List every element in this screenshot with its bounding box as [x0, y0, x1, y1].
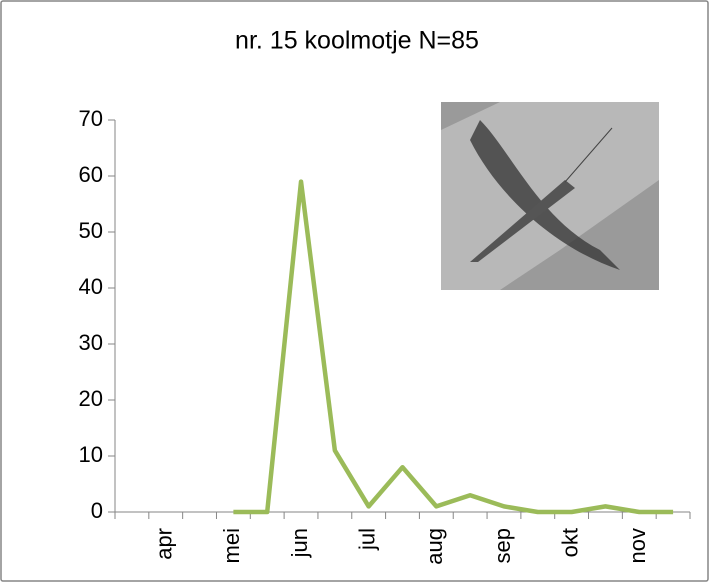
x-tick-label: mei	[219, 528, 244, 563]
y-tick-label: 10	[79, 442, 103, 467]
chart: nr. 15 koolmotje N=85 0 10 20 30 40 50 60 70 apr…	[0, 0, 709, 582]
x-tick-label: jun	[287, 528, 312, 558]
y-tick-label: 20	[79, 386, 103, 411]
y-tick-label: 70	[79, 106, 103, 131]
y-tick-label: 40	[79, 274, 103, 299]
chart-border	[1, 1, 708, 581]
moth-photo	[441, 102, 659, 290]
y-tick-label: 50	[79, 218, 103, 243]
x-tick-label: okt	[557, 528, 582, 557]
y-tick-label: 60	[79, 162, 103, 187]
x-tick-label: jul	[354, 528, 379, 551]
chart-title: nr. 15 koolmotje N=85	[235, 27, 479, 55]
x-tick-label: aug	[422, 528, 447, 565]
y-tick-label: 0	[91, 498, 103, 523]
x-tick-label: nov	[625, 528, 650, 563]
x-tick-label: apr	[152, 528, 177, 560]
y-tick-label: 30	[79, 330, 103, 355]
x-tick-label: sep	[490, 528, 515, 563]
